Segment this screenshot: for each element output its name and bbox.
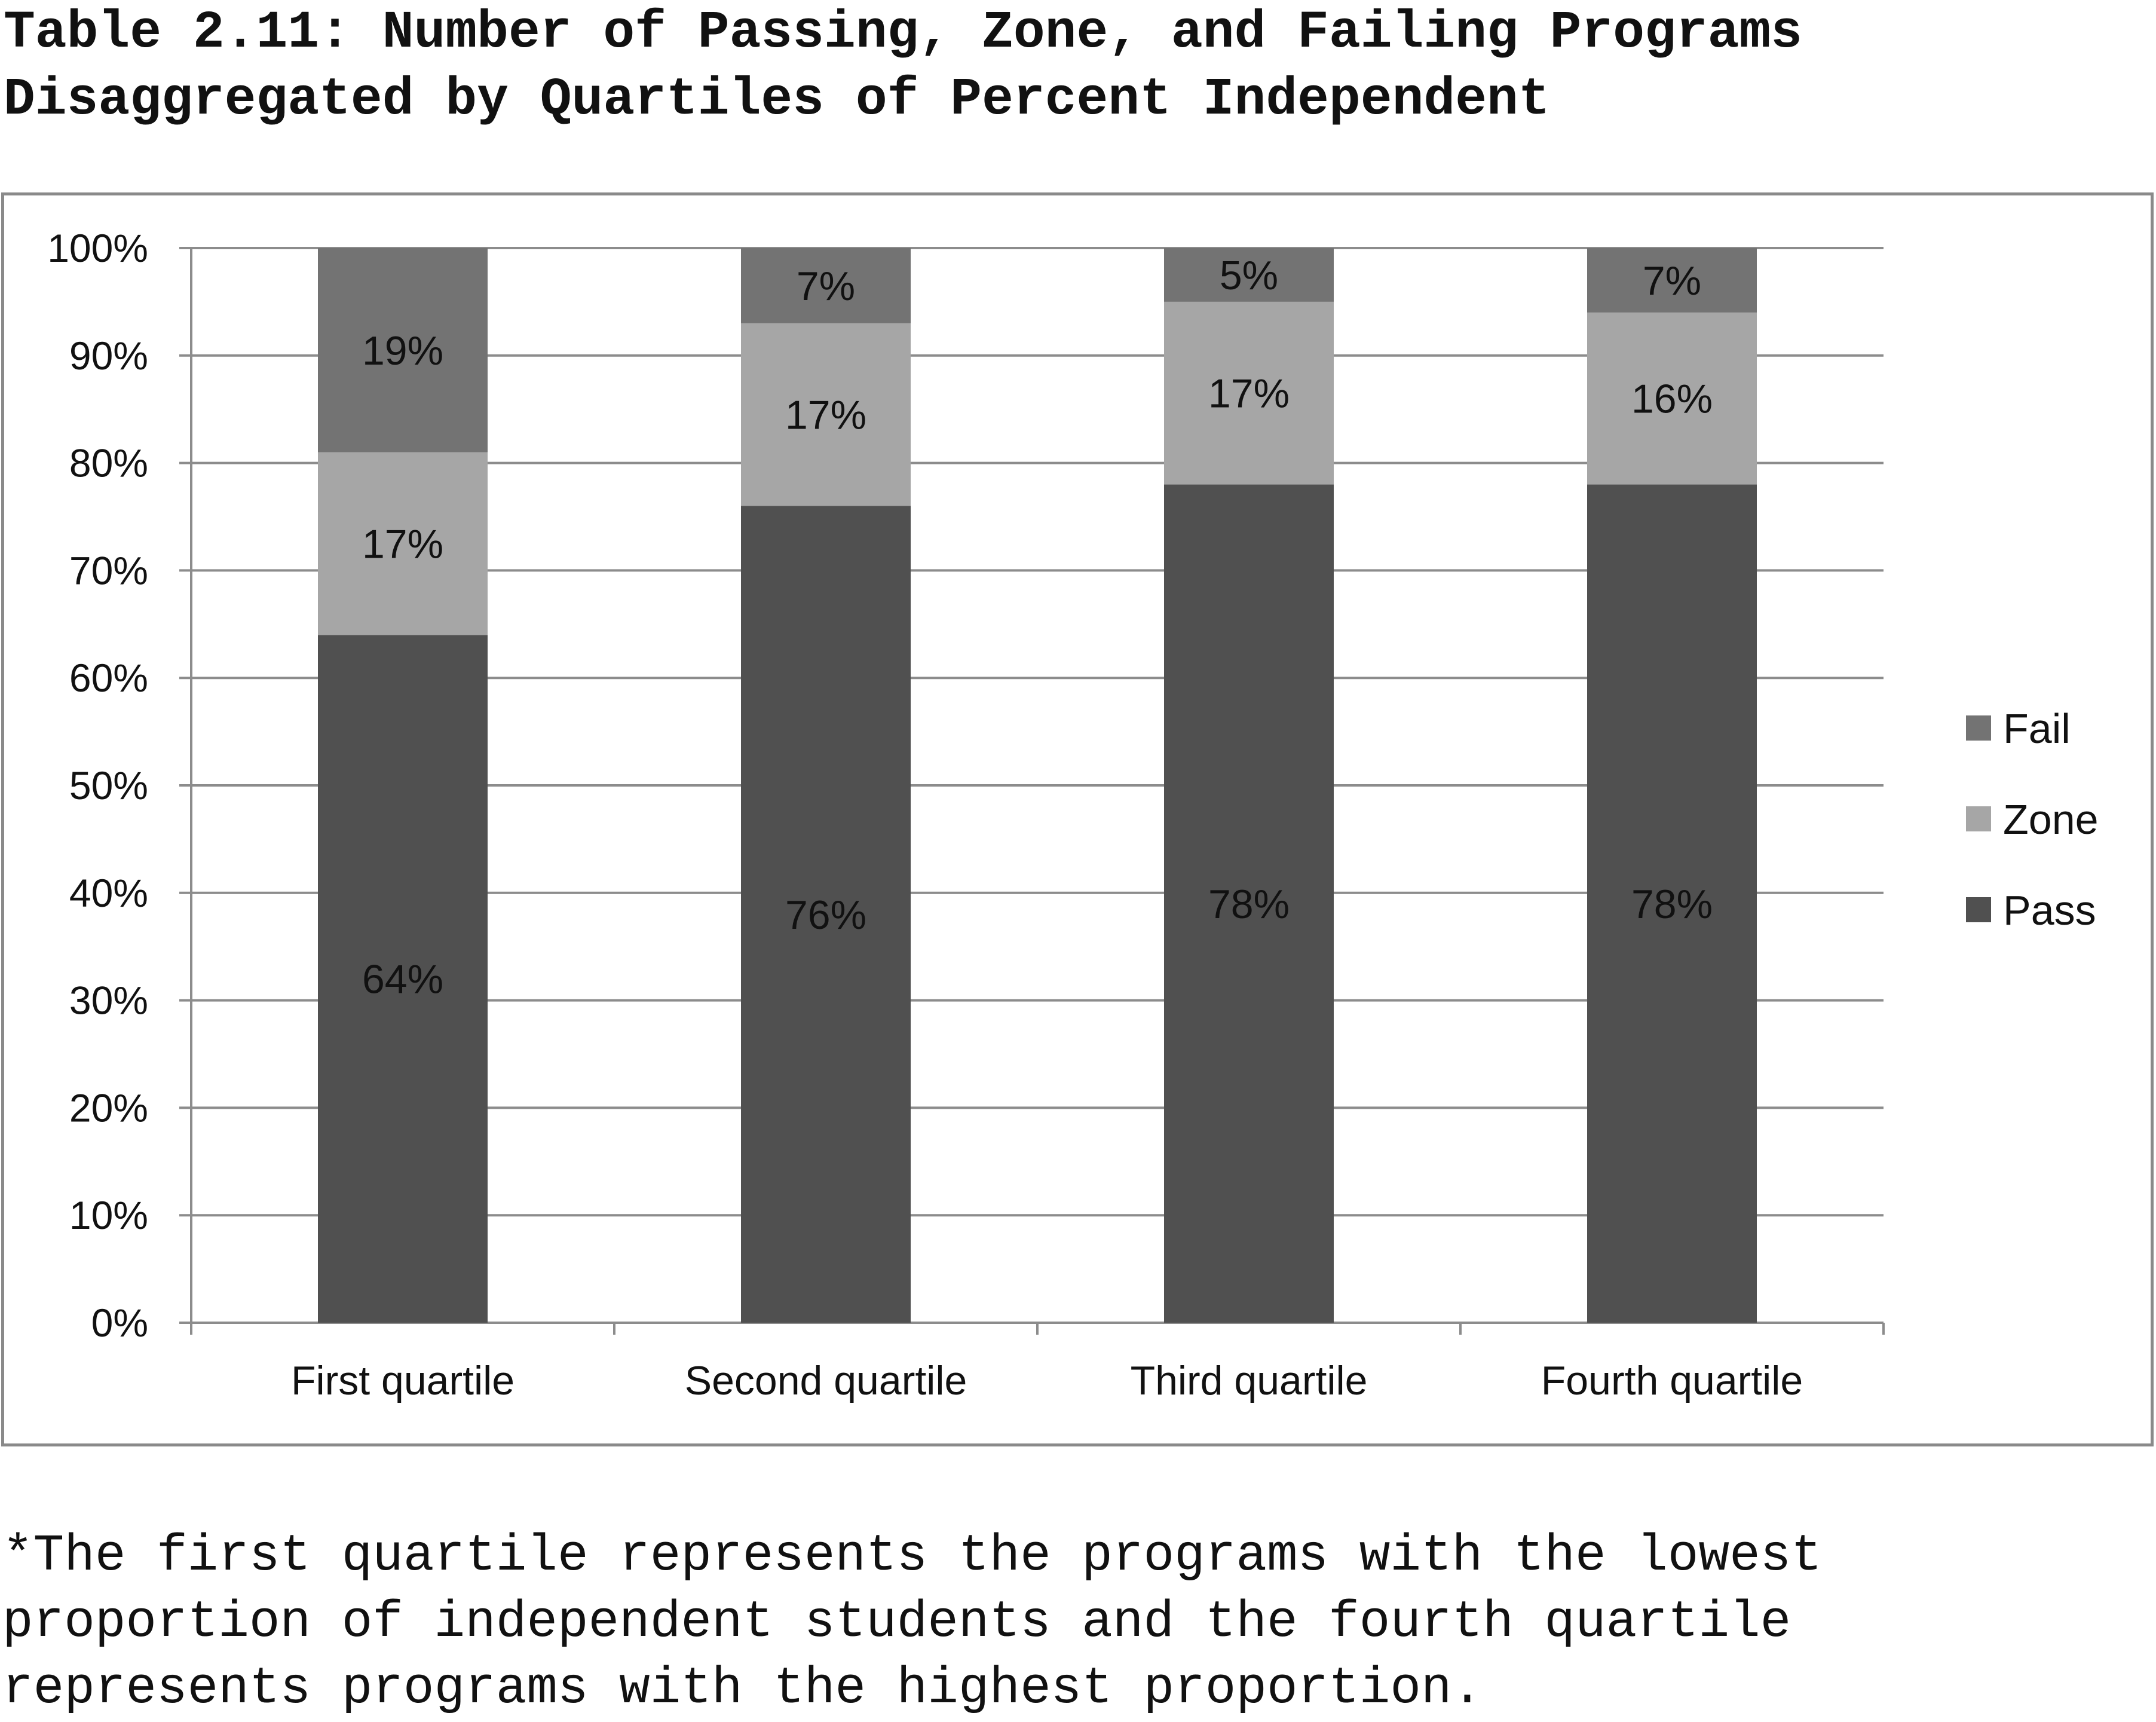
bar-segment-zone [741, 323, 911, 506]
footnote-line-3: represents programs with the highest pro… [2, 1659, 1483, 1718]
data-label: 78% [1208, 882, 1290, 927]
footnote-line-2: proportion of independent students and t… [2, 1593, 1791, 1651]
y-tick-label: 60% [69, 656, 148, 700]
legend-swatch-fail [1966, 715, 1991, 741]
y-tick-label: 30% [69, 978, 148, 1023]
y-tick-label: 40% [69, 871, 148, 915]
y-tick-label: 100% [47, 226, 148, 270]
x-category-label: Fourth quartile [1541, 1358, 1803, 1403]
chart-title: Table 2.11: Number of Passing, Zone, and… [4, 0, 2149, 134]
y-tick-label: 0% [91, 1301, 148, 1345]
data-label: 17% [785, 393, 866, 438]
y-tick-label: 90% [69, 334, 148, 378]
data-label: 76% [785, 892, 866, 938]
title-line-2: Disaggregated by Quartiles of Percent In… [4, 71, 1550, 130]
footnote: *The first quartile represents the progr… [2, 1523, 2154, 1722]
legend-label: Fail [2003, 705, 2071, 752]
bar-segment-fail [1164, 248, 1334, 302]
data-label: 17% [1208, 371, 1290, 417]
bar-segment-pass [1587, 484, 1757, 1323]
legend-label: Zone [2003, 796, 2099, 843]
legend-swatch-pass [1966, 897, 1991, 922]
bar-segment-fail [318, 248, 488, 452]
y-tick-label: 50% [69, 763, 148, 808]
legend-label: Pass [2003, 887, 2096, 934]
bar-segment-zone [318, 452, 488, 635]
data-label: 19% [362, 328, 443, 374]
title-line-1: Table 2.11: Number of Passing, Zone, and… [4, 4, 1803, 63]
data-label: 16% [1631, 377, 1713, 422]
bar-segment-pass [1164, 484, 1334, 1323]
y-tick-label: 10% [69, 1193, 148, 1237]
data-label: 7% [797, 264, 855, 309]
bar-segment-zone [1164, 301, 1334, 485]
data-label: 17% [362, 521, 443, 567]
data-label: 5% [1220, 253, 1278, 298]
data-label: 7% [1643, 258, 1701, 304]
x-category-label: Second quartile [685, 1358, 967, 1403]
bar-segment-fail [741, 248, 911, 323]
data-label: 78% [1631, 882, 1713, 927]
y-tick-label: 20% [69, 1085, 148, 1130]
y-tick-label: 70% [69, 548, 148, 592]
x-category-label: First quartile [291, 1358, 514, 1403]
bar-segment-pass [741, 506, 911, 1323]
data-label: 64% [362, 957, 443, 1002]
bar-segment-zone [1587, 312, 1757, 485]
y-tick-label: 80% [69, 441, 148, 485]
bar-segment-fail [1587, 248, 1757, 313]
footnote-line-1: *The first quartile represents the progr… [2, 1527, 1822, 1585]
legend-swatch-zone [1966, 806, 1991, 831]
bar-segment-pass [318, 635, 488, 1323]
x-category-label: Third quartile [1131, 1358, 1368, 1403]
